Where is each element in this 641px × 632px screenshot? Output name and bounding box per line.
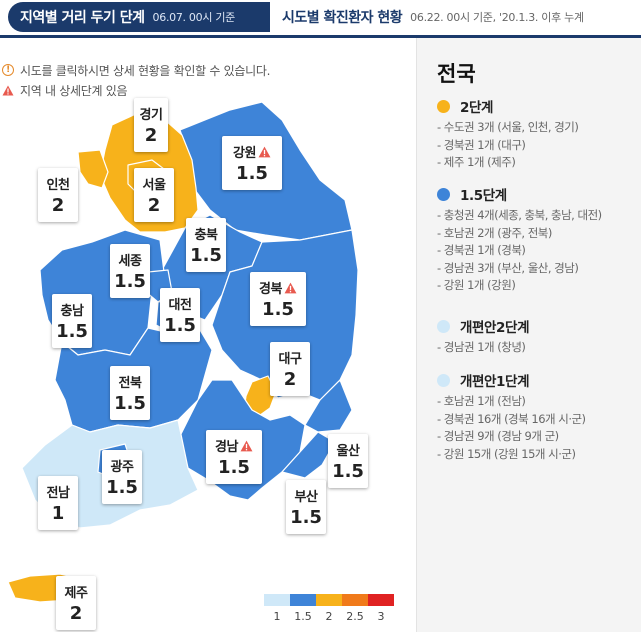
reform-level-1-dot-icon [437, 373, 450, 387]
region-label-chungbuk[interactable]: 충북 1.5 [186, 218, 226, 272]
region-busan[interactable] [281, 431, 336, 479]
scale-item-2-5: 2.5 [342, 594, 368, 623]
group-title: 개편안1단계 [460, 374, 530, 390]
region-label-incheon[interactable]: 인천 2 [38, 168, 78, 222]
region-label-gyeongnam[interactable]: 경남 1.5 [206, 430, 262, 484]
reform-level-2-dot-icon [437, 319, 450, 333]
list-item: - 수도권 3개 (서울, 인천, 경기) [437, 120, 579, 134]
list-item: - 충청권 4개(세종, 충북, 충남, 대전) [437, 208, 602, 222]
list-item: - 제주 1개 (제주) [437, 155, 516, 169]
note-click-hint: ! 시도를 클릭하시면 상세 현황을 확인할 수 있습니다. [2, 60, 270, 80]
panel-title: 전국 [437, 62, 476, 86]
scale-item-3: 3 [368, 594, 394, 623]
group-title: 개편안2단계 [460, 320, 530, 336]
warning-icon [284, 282, 297, 293]
region-label-gyeonggi[interactable]: 경기 2 [134, 98, 168, 152]
scale-swatch-1-5 [290, 594, 316, 606]
list-item: - 호남권 2개 (광주, 전북) [437, 225, 552, 240]
list-item: - 경북권 16개 (경북 16개 시·군) [437, 411, 586, 426]
list-item: - 강원 1개 (강원) [437, 278, 516, 292]
level-2-dot-icon [437, 99, 450, 113]
region-label-daejeon[interactable]: 대전 1.5 [160, 288, 200, 342]
list-item: - 경북권 1개 (대구) [437, 137, 526, 152]
region-daegu[interactable] [243, 375, 277, 419]
group-level-2: 2단계 - 수도권 3개 (서울, 인천, 경기) - 경북권 1개 (대구) … [437, 96, 579, 172]
list-item: - 강원 15개 (강원 15개 시·군) [437, 446, 576, 461]
list-item: - 경남권 1개 (창녕) [437, 340, 526, 354]
group-reform-level-2: 개편안2단계 - 경남권 1개 (창녕) [437, 316, 529, 357]
region-label-sejong[interactable]: 세종 1.5 [110, 244, 150, 298]
list-item: - 호남권 1개 (전남) [437, 394, 526, 408]
info-icon: ! [2, 64, 14, 76]
group-title: 2단계 [460, 100, 494, 116]
notes: ! 시도를 클릭하시면 상세 현황을 확인할 수 있습니다. 지역 내 상세단계… [2, 60, 270, 100]
list-item: - 경북권 1개 (경북) [437, 243, 526, 257]
tab-confirmed-cases[interactable]: 시도별 확진환자 현황 06.22. 00시 기준, '20.1.3. 이후 누… [272, 2, 641, 32]
region-label-jeonnam[interactable]: 전남 1 [38, 476, 78, 530]
note-click-hint-text: 시도를 클릭하시면 상세 현황을 확인할 수 있습니다. [20, 63, 271, 78]
scale-item-1-5: 1.5 [290, 594, 316, 623]
region-label-seoul[interactable]: 서울 2 [134, 168, 174, 222]
summary-panel: 전국 2단계 - 수도권 3개 (서울, 인천, 경기) - 경북권 1개 (대… [416, 38, 641, 632]
scale-swatch-2 [316, 594, 342, 606]
level-1-5-dot-icon [437, 187, 450, 201]
region-label-jeju[interactable]: 제주 2 [56, 576, 96, 630]
tab-underline [0, 35, 641, 38]
warning-icon [258, 146, 271, 157]
korea-map: 경기 2 인천 2 서울 2 강원 1.5 충북 1.5 세종 1.5 경북 [0, 80, 410, 632]
region-label-daegu[interactable]: 대구 2 [270, 342, 310, 396]
level-scale-legend: 1 1.5 2 2.5 3 [264, 594, 394, 623]
tab-bar: 지역별 거리 두기 단계 06.07. 00시 기준 시도별 확진환자 현황 0… [0, 0, 641, 34]
region-incheon[interactable] [77, 149, 109, 189]
scale-item-2: 2 [316, 594, 342, 623]
tab-distancing-title: 지역별 거리 두기 단계 [20, 10, 145, 26]
scale-swatch-2-5 [342, 594, 368, 606]
region-label-ulsan[interactable]: 울산 1.5 [328, 434, 368, 488]
region-label-chungnam[interactable]: 충남 1.5 [52, 294, 92, 348]
group-reform-level-1: 개편안1단계 - 호남권 1개 (전남) - 경북권 16개 (경북 16개 시… [437, 370, 586, 463]
list-item: - 경남권 3개 (부산, 울산, 경남) [437, 260, 579, 275]
scale-swatch-3 [368, 594, 394, 606]
tab-confirmed-date: 06.22. 00시 기준, '20.1.3. 이후 누계 [410, 11, 584, 24]
map-svg [7, 101, 359, 603]
group-level-1-5: 1.5단계 - 충청권 4개(세종, 충북, 충남, 대전) - 호남권 2개 … [437, 184, 602, 295]
note-detail-hint-text: 지역 내 상세단계 있음 [20, 83, 128, 98]
tab-distancing-date: 06.07. 00시 기준 [152, 11, 236, 24]
note-detail-hint: 지역 내 상세단계 있음 [2, 80, 270, 100]
region-label-gwangju[interactable]: 광주 1.5 [102, 450, 142, 504]
warning-icon [240, 440, 253, 451]
region-label-gyeongbuk[interactable]: 경북 1.5 [250, 272, 306, 326]
scale-item-1: 1 [264, 594, 290, 623]
group-title: 1.5단계 [460, 188, 507, 204]
region-label-busan[interactable]: 부산 1.5 [286, 480, 326, 534]
region-ulsan[interactable] [304, 379, 353, 433]
region-label-jeonbuk[interactable]: 전북 1.5 [110, 366, 150, 420]
list-item: - 경남권 9개 (경남 9개 군) [437, 429, 559, 443]
tab-distancing-levels[interactable]: 지역별 거리 두기 단계 06.07. 00시 기준 [8, 2, 270, 32]
scale-swatch-1 [264, 594, 290, 606]
tab-confirmed-title: 시도별 확진환자 현황 [282, 10, 403, 26]
warning-icon [2, 85, 14, 95]
region-label-gangwon[interactable]: 강원 1.5 [222, 136, 282, 190]
